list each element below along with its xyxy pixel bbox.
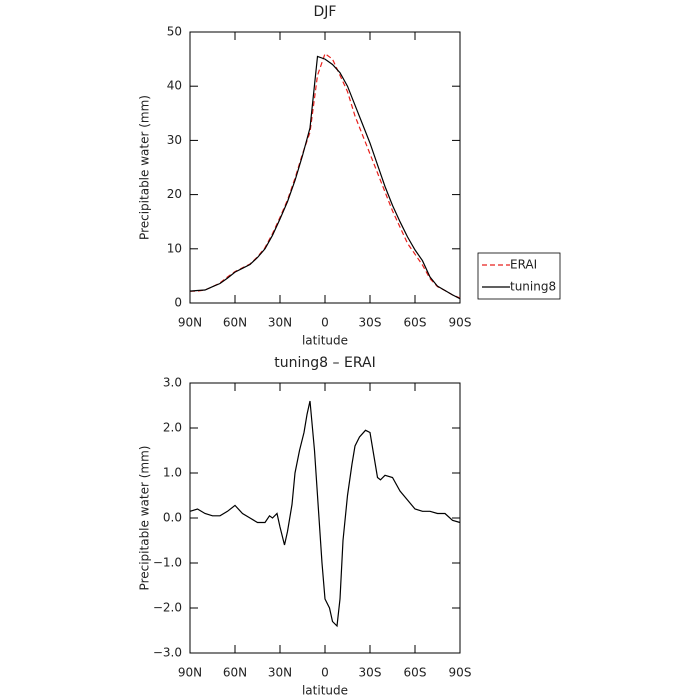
plot-frame — [189, 382, 461, 654]
y-tick-label: 50 — [167, 25, 182, 39]
x-tick-label: 90N — [178, 316, 202, 330]
data-line — [189, 55, 461, 300]
x-tick-label: 0 — [321, 316, 329, 330]
y-tick-label: 20 — [167, 187, 182, 201]
x-tick-label: 0 — [321, 666, 329, 680]
y-tick-label: −3.0 — [153, 646, 182, 660]
y-tick-label: 1.0 — [163, 466, 182, 480]
x-tick-label: 30N — [268, 316, 292, 330]
x-tick-label: 90S — [449, 666, 472, 680]
x-tick-label: 90S — [449, 316, 472, 330]
x-tick-label: 60S — [404, 316, 427, 330]
y-tick-label: 0.0 — [163, 511, 182, 525]
y-tick-label: 10 — [167, 241, 182, 255]
y-tick-label: 40 — [167, 79, 182, 93]
y-tick-label: 30 — [167, 133, 182, 147]
y-axis-label: Precipitable water (mm) — [138, 446, 152, 591]
legend-box — [477, 252, 561, 300]
x-axis-label: latitude — [302, 334, 348, 348]
x-tick-label: 60S — [404, 666, 427, 680]
legend-label: ERAI — [510, 258, 537, 272]
chart-title: DJF — [314, 4, 337, 20]
y-tick-label: 0 — [174, 296, 182, 310]
y-tick-label: 3.0 — [163, 376, 182, 390]
x-tick-label: 30N — [268, 666, 292, 680]
x-tick-label: 30S — [359, 316, 382, 330]
data-line — [190, 52, 461, 299]
x-tick-label: 60N — [223, 666, 247, 680]
x-tick-label: 60N — [223, 316, 247, 330]
x-tick-label: 30S — [359, 666, 382, 680]
y-tick-label: 2.0 — [163, 421, 182, 435]
x-tick-label: 90N — [178, 666, 202, 680]
y-axis-label: Precipitable water (mm) — [138, 95, 152, 240]
legend-label: tuning8 — [510, 280, 556, 294]
y-tick-label: −2.0 — [153, 601, 182, 615]
y-tick-label: −1.0 — [153, 556, 182, 570]
chart-title: tuning8 – ERAI — [274, 355, 375, 371]
x-axis-label: latitude — [302, 684, 348, 698]
plot-frame — [189, 31, 461, 304]
data-line — [189, 400, 461, 628]
